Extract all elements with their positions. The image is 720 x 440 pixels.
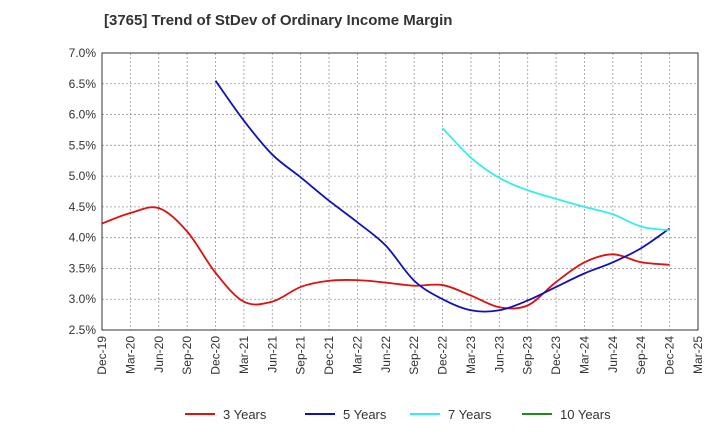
x-tick-label: Sep-21 xyxy=(294,336,308,375)
axis-layer: Dec-19 Mar-20 Jun-20 Sep-20 Dec-20 Mar-21 Jun-… xyxy=(69,46,705,375)
x-tick-label: Jun-21 xyxy=(265,336,279,373)
y-tick-label: 6.5% xyxy=(69,77,97,91)
x-tick-label: Dec-22 xyxy=(436,336,450,375)
legend-label-1: 3 Years xyxy=(223,407,267,422)
x-tick-label: Mar-20 xyxy=(123,336,137,374)
y-tick-label: 5.5% xyxy=(69,138,97,152)
y-tick-label: 4.5% xyxy=(69,200,97,214)
x-tick-label: Dec-21 xyxy=(322,336,336,375)
series-layer xyxy=(101,80,671,313)
y-tick-label: 7.0% xyxy=(69,46,97,60)
legend-layer: 3 Years 5 Years 7 Years 10 Years xyxy=(185,407,611,422)
plot-background xyxy=(102,53,698,330)
x-tick-label: Mar-25 xyxy=(691,336,705,374)
y-tick-label: 5.0% xyxy=(69,169,97,183)
legend-label-3: 7 Years xyxy=(448,407,492,422)
legend-label-4: 10 Years xyxy=(560,407,611,422)
y-tick-label: 3.0% xyxy=(69,292,97,306)
legend-label-2: 5 Years xyxy=(343,407,387,422)
x-tick-label: Sep-20 xyxy=(180,336,194,375)
y-tick-label: 4.0% xyxy=(69,231,97,245)
y-tick-label: 2.5% xyxy=(69,323,97,337)
x-tick-label: Mar-24 xyxy=(577,336,591,374)
x-tick-label: Dec-19 xyxy=(95,336,109,375)
x-tick-label: Dec-20 xyxy=(209,336,223,375)
x-tick-label: Jun-22 xyxy=(379,336,393,373)
y-tick-label: 6.0% xyxy=(69,108,97,122)
series-line-2 xyxy=(214,80,671,313)
x-tick-label: Dec-24 xyxy=(663,336,677,375)
x-tick-label: Mar-21 xyxy=(237,336,251,374)
x-tick-label: Sep-22 xyxy=(407,336,421,375)
series-line-1 xyxy=(101,206,670,310)
plot-frame xyxy=(101,52,699,331)
series-line-3 xyxy=(441,127,670,232)
chart-title: [3765] Trend of StDev of Ordinary Income… xyxy=(104,12,453,29)
x-tick-label: Mar-23 xyxy=(464,336,478,374)
x-tick-label: Jun-20 xyxy=(152,336,166,373)
x-tick-label: Dec-23 xyxy=(549,336,563,375)
y-tick-label: 3.5% xyxy=(69,261,97,275)
grid-layer xyxy=(101,52,699,331)
x-tick-label: Sep-24 xyxy=(634,336,648,375)
x-tick-label: Jun-24 xyxy=(606,336,620,373)
x-tick-label: Sep-23 xyxy=(521,336,535,375)
x-tick-label: Jun-23 xyxy=(492,336,506,373)
x-tick-label: Mar-22 xyxy=(350,336,364,374)
